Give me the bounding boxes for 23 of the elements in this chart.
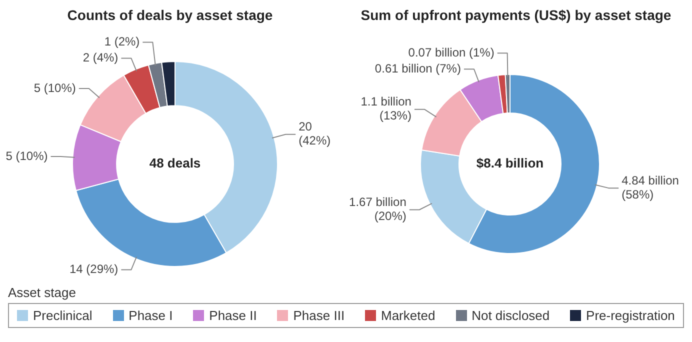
data-label: 1 (2%) bbox=[104, 34, 140, 49]
legend-label: Phase III bbox=[293, 308, 345, 323]
data-label: 1.1 billion (13%) bbox=[360, 94, 412, 123]
data-label: 2 (4%) bbox=[82, 50, 118, 65]
data-label: 14 (29%) bbox=[69, 262, 118, 276]
data-label: 0.61 billion (7%) bbox=[374, 61, 461, 76]
legend-label: Pre-registration bbox=[586, 308, 675, 323]
legend-label: Not disclosed bbox=[472, 308, 550, 323]
text: 48 deals bbox=[149, 156, 201, 171]
chart-title: Counts of deals by asset stage bbox=[66, 6, 274, 25]
data-label: 0.07 billion (1%) bbox=[408, 45, 494, 60]
legend-label: Phase II bbox=[209, 308, 257, 323]
legend-label: Phase I bbox=[128, 308, 173, 323]
data-label: 5 (10%) bbox=[34, 80, 76, 95]
data-label: 20 (42%) bbox=[298, 120, 331, 148]
legend-label: Marketed bbox=[380, 308, 436, 323]
text: $8.4 billion bbox=[476, 156, 544, 171]
data-label: 1.67 billion (20%) bbox=[349, 195, 406, 224]
data-label: 5 (10%) bbox=[6, 148, 48, 163]
chart-title: Sum of upfront payments (US$) by asset stage bbox=[360, 6, 672, 25]
legend-label: Preclinical bbox=[33, 308, 92, 323]
legend-title: Asset stage bbox=[8, 285, 77, 300]
data-label: 4.84 billion (58%) bbox=[622, 173, 679, 202]
